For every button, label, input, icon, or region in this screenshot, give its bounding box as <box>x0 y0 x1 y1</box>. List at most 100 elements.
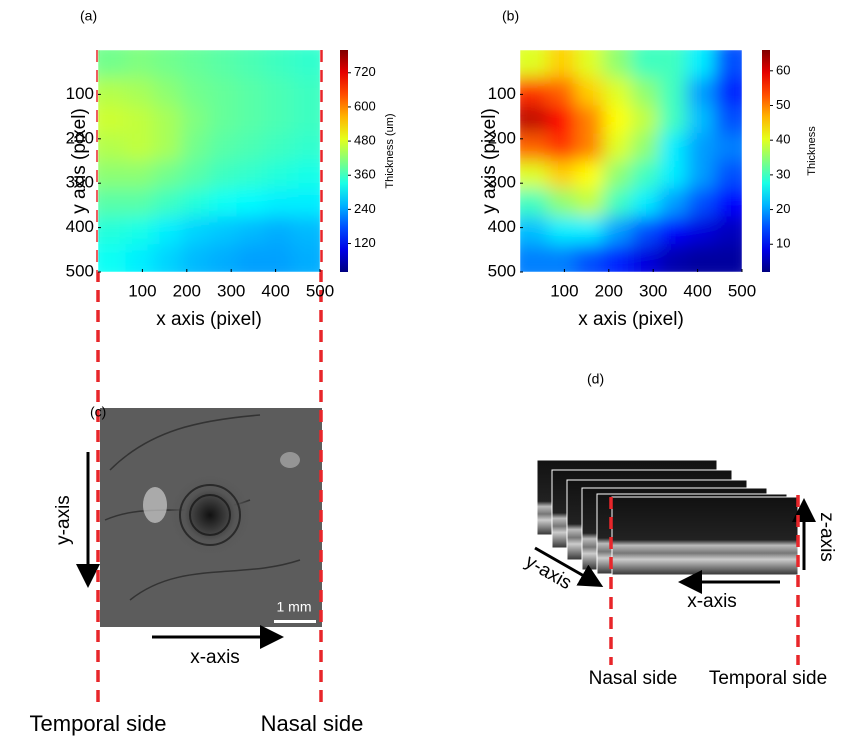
x-tick-label: 300 <box>639 281 667 300</box>
heatmap-cell <box>603 161 632 190</box>
heatmap-cell <box>292 244 320 272</box>
heatmap-cell <box>98 216 127 246</box>
heatmap-cell <box>575 244 605 272</box>
heatmap-cell <box>575 216 605 246</box>
colorbar <box>340 50 348 272</box>
heatmap-cell <box>686 133 716 162</box>
heatmap-cells <box>98 50 320 272</box>
heatmap-cell <box>181 50 210 79</box>
heatmap-cell <box>181 244 210 272</box>
heatmap-cell <box>686 161 716 190</box>
heatmap-cell <box>181 216 210 246</box>
heatmap-cell <box>603 105 632 135</box>
heatmap-cell <box>181 105 210 135</box>
colorbar-tick-label: 600 <box>354 98 376 113</box>
heatmap-cell <box>125 244 155 272</box>
heatmap-cell <box>714 216 742 246</box>
x-tick-label: 200 <box>595 281 623 300</box>
heatmap-cell <box>153 188 183 218</box>
heatmap-cell <box>264 161 294 190</box>
x-axis-label: x axis (pixel) <box>578 309 684 330</box>
heatmap-cell <box>520 188 549 218</box>
heatmap-cell <box>125 188 155 218</box>
heatmap-cell <box>98 188 127 218</box>
heatmap-cell <box>236 244 266 272</box>
heatmap-cell <box>603 244 632 272</box>
heatmap-cell <box>209 216 238 246</box>
y-axis-label: y axis (pixel) <box>69 108 90 214</box>
heatmap-cell <box>575 133 605 162</box>
x-tick-label: 300 <box>217 281 245 300</box>
heatmap-cell <box>686 244 716 272</box>
side-label: Temporal side <box>709 668 827 689</box>
heatmap-cell <box>236 105 266 135</box>
heatmap-cell <box>686 77 716 107</box>
heatmap-cell <box>714 161 742 190</box>
y-tick-label: 100 <box>488 84 516 103</box>
heatmap-cell <box>714 133 742 162</box>
heatmap-cell <box>153 133 183 162</box>
heatmap-cell <box>686 216 716 246</box>
heatmap-cell <box>153 77 183 107</box>
heatmap-cell <box>520 105 549 135</box>
heatmap-cell <box>575 50 605 79</box>
heatmap-cell <box>264 105 294 135</box>
heatmap-cell <box>98 105 127 135</box>
heatmap-cell <box>631 50 660 79</box>
colorbar-tick-label: 480 <box>354 133 376 148</box>
heatmap-cell <box>264 188 294 218</box>
y-tick-label: 200 <box>488 128 516 147</box>
heatmap-cell <box>153 105 183 135</box>
y-tick-label: 500 <box>66 261 94 280</box>
heatmap-cell <box>714 244 742 272</box>
y-tick-label: 400 <box>488 217 516 236</box>
heatmap-cell <box>209 105 238 135</box>
panel-label: (c) <box>90 404 106 420</box>
heatmap-cell <box>181 161 210 190</box>
side-label: Nasal side <box>261 711 364 736</box>
heatmap-cell <box>264 216 294 246</box>
heatmap-cell <box>153 50 183 79</box>
heatmap-cell <box>631 244 660 272</box>
heatmap-cell <box>153 216 183 246</box>
heatmap-cell <box>686 188 716 218</box>
heatmap-cell <box>181 77 210 107</box>
colorbar <box>762 50 770 272</box>
heatmap-cell <box>209 244 238 272</box>
heatmap-cell <box>631 161 660 190</box>
heatmap-cell <box>209 133 238 162</box>
plot-frame <box>519 49 743 273</box>
heatmap-cell <box>658 244 688 272</box>
heatmap-area <box>520 50 742 272</box>
heatmap-cell <box>631 188 660 218</box>
heatmap-cell <box>292 50 320 79</box>
heatmap-cell <box>547 105 577 135</box>
heatmap-cell <box>292 77 320 107</box>
heatmap-cell <box>603 133 632 162</box>
heatmap-cell <box>520 244 549 272</box>
heatmap-cell <box>631 133 660 162</box>
heatmap-cell <box>209 77 238 107</box>
axis-label: z-axis <box>816 512 837 562</box>
heatmap-cell <box>292 161 320 190</box>
x-tick-label: 100 <box>550 281 578 300</box>
y-arrow <box>534 546 604 587</box>
scale-bar-label: 1 mm <box>277 599 312 615</box>
colorbar-tick-label: 360 <box>354 167 376 182</box>
side-label: Nasal side <box>589 668 678 689</box>
heatmap-cell <box>714 105 742 135</box>
panel-label: (a) <box>80 8 97 24</box>
oct-stack <box>536 459 799 576</box>
heatmap-cell <box>98 50 127 79</box>
heatmap-cell <box>98 161 127 190</box>
heatmap-cell <box>292 216 320 246</box>
y-tick-label: 500 <box>488 261 516 280</box>
heatmap-cell <box>520 77 549 107</box>
heatmap-cell <box>658 161 688 190</box>
heatmap-cell <box>631 77 660 107</box>
heatmap-cell <box>547 216 577 246</box>
colorbar-tick-label: 10 <box>776 236 790 251</box>
colorbar-tick-label: 60 <box>776 62 790 77</box>
x-axis-label: x axis (pixel) <box>156 309 262 330</box>
colorbar-label: Thickness <box>806 126 818 176</box>
